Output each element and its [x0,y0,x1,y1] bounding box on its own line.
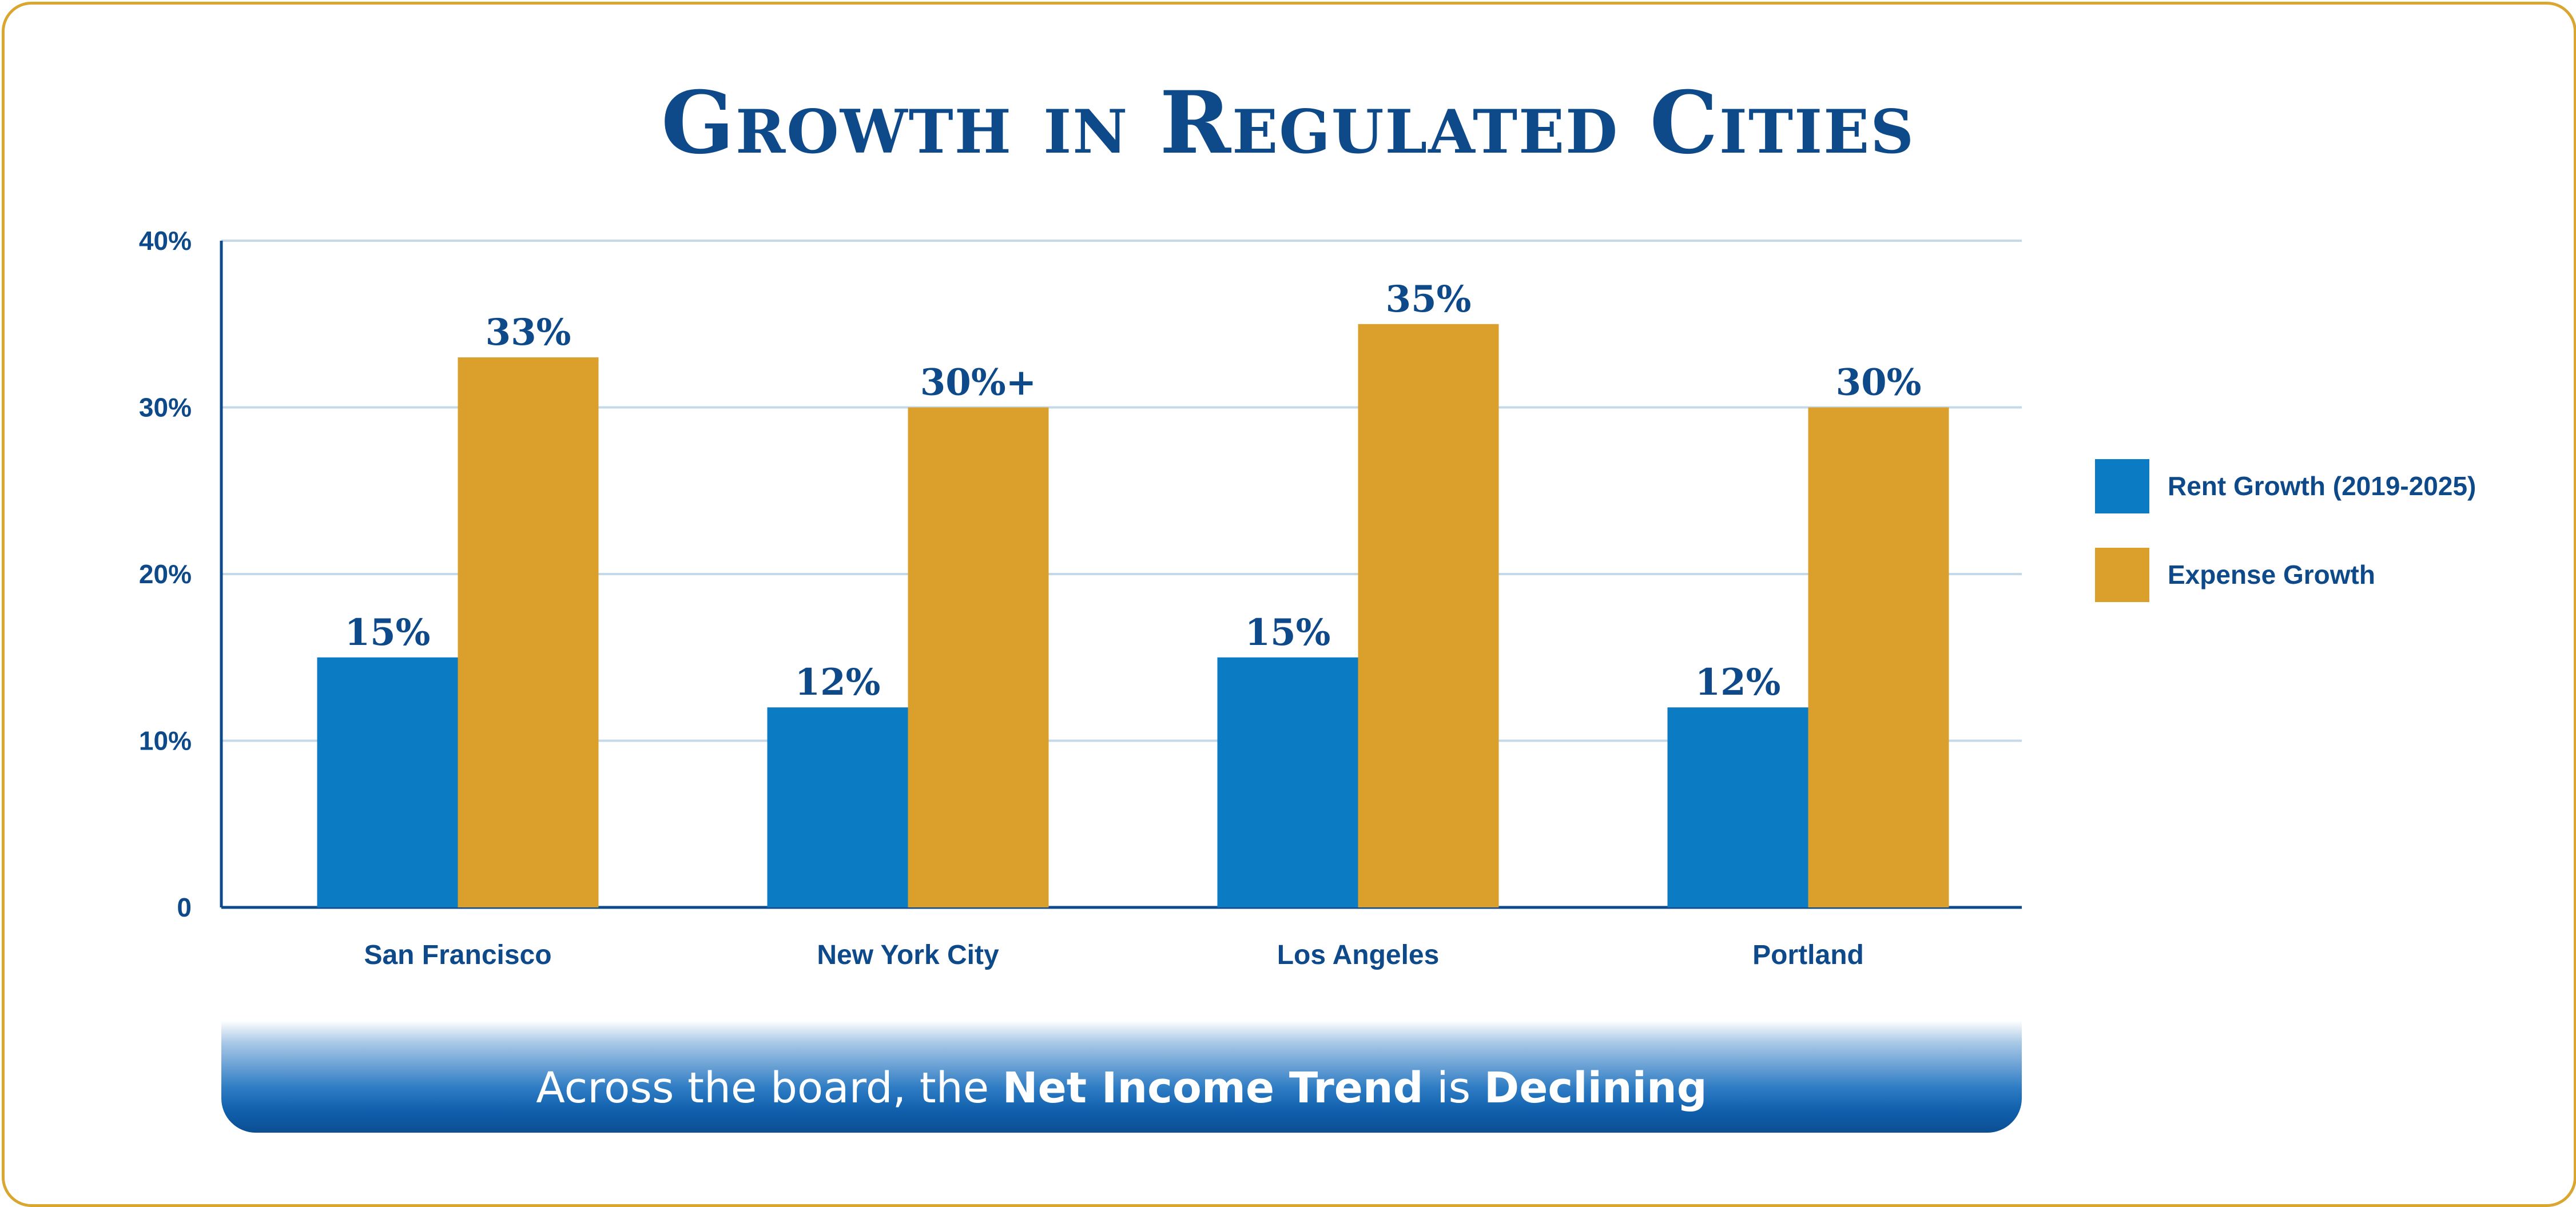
bar-value-label: 15% [1245,611,1331,654]
legend-label: Rent Growth (2019-2025) [2168,471,2476,501]
summary-text: Across the board, the Net Income Trend i… [221,1059,2022,1117]
bar-value-label: 30%+ [920,361,1037,404]
x-category-label: San Francisco [364,940,551,970]
bar-value-label: 30% [1836,361,1922,404]
legend-swatch [2095,459,2149,513]
x-category-label: Los Angeles [1277,940,1440,970]
summary-emphasis-declining: Declining [1484,1063,1707,1113]
bar-expense [908,407,1049,907]
bar-rent [1667,707,1808,907]
legend-swatch [2095,548,2149,602]
legend-label: Expense Growth [2168,560,2375,589]
bar-value-label: 15% [345,611,431,654]
summary-part-1: Across the board, the [536,1063,1003,1113]
bar-value-label: 12% [795,661,881,704]
y-tick-label: 30% [139,393,192,423]
bar-chart: 0 10% 20% 30% 40% 15% 33% San Francisco 12% 30%+ N… [139,226,2476,970]
bar-expense [1808,407,1949,907]
x-category-label: New York City [817,940,999,970]
bar-rent [767,707,908,907]
y-tick-label: 20% [139,559,192,589]
summary-banner: Across the board, the Net Income Trend i… [221,1021,2022,1133]
y-tick-label: 40% [139,226,192,256]
bar-expense [458,357,599,907]
summary-emphasis-net-income: Net Income Trend [1002,1063,1424,1113]
bar-rent [1217,657,1358,907]
summary-part-2: is [1423,1063,1484,1113]
bar-rent [317,657,458,907]
bar-expense [1358,324,1499,907]
bar-value-label: 12% [1695,661,1781,704]
y-tick-label: 0 [177,893,192,922]
x-category-label: Portland [1752,940,1864,970]
chart-title: Growth in Regulated Cities [661,73,1915,173]
y-tick-label: 10% [139,726,192,756]
bar-value-label: 33% [486,311,571,354]
bar-value-label: 35% [1386,278,1472,321]
